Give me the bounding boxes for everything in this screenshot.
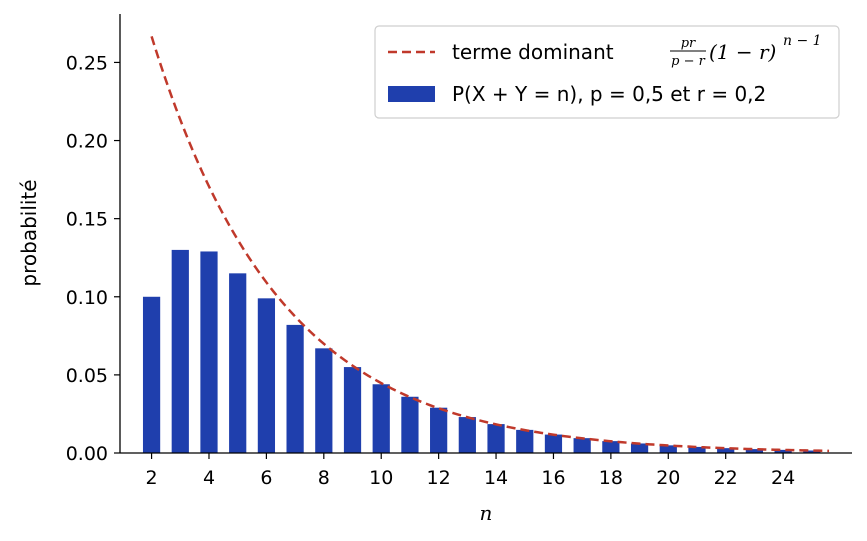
y-tick-label: 0.05 [66, 365, 108, 387]
legend-frac-numerator: pr [681, 36, 696, 51]
legend-bar-label: P(X + Y = n), p = 0,5 et r = 0,2 [452, 82, 766, 106]
legend-frac-denominator: p − r [671, 54, 705, 69]
x-axis-label: n [480, 501, 493, 525]
bar-n-16 [544, 434, 563, 453]
bar-n-23 [745, 449, 764, 453]
bar-n-22 [717, 448, 735, 453]
y-tick-label: 0.00 [66, 443, 108, 465]
x-tick-label: 4 [203, 467, 215, 489]
y-axis-label: probabilité [17, 179, 41, 286]
bar-n-15 [516, 429, 534, 453]
bar-n-4 [200, 251, 218, 453]
x-tick-label: 14 [484, 467, 508, 489]
bar-n-2 [142, 296, 161, 453]
legend-line-exponent: n − 1 [783, 33, 822, 49]
dominant-term-curve [150, 36, 830, 453]
bar-n-12 [430, 407, 448, 453]
bar-n-9 [343, 367, 362, 453]
bar-n-8 [315, 348, 333, 453]
bar-n-10 [372, 384, 390, 453]
legend: terme dominant pr p − r (1 − r) n − 1 P(… [374, 25, 840, 119]
y-tick-label: 0.20 [66, 131, 108, 153]
x-tick-label: 20 [656, 467, 680, 489]
x-tick-label: 2 [146, 467, 158, 489]
y-tick-label: 0.25 [66, 52, 108, 74]
bar-n-7 [286, 324, 304, 453]
bar-n-18 [602, 441, 620, 453]
x-tick-label: 10 [369, 467, 393, 489]
y-tick-label: 0.10 [66, 287, 108, 309]
bar-n-6 [257, 298, 276, 453]
x-tick-label: 6 [260, 467, 272, 489]
x-tick-label: 22 [714, 467, 738, 489]
y-ticks: 0.00 0.05 0.10 0.15 0.20 0.25 [66, 52, 120, 465]
bar-n-20 [659, 445, 677, 453]
bar-n-17 [573, 438, 591, 453]
bar-n-24 [774, 449, 792, 453]
bar-n-14 [487, 424, 505, 453]
x-tick-label: 16 [541, 467, 565, 489]
bar-n-13 [458, 417, 476, 453]
bar-n-19 [630, 443, 649, 453]
bar-n-5 [229, 273, 247, 453]
x-tick-label: 24 [771, 467, 795, 489]
x-ticks: 2 4 6 8 10 12 14 16 18 20 22 24 [146, 453, 795, 489]
bar-n-25 [803, 450, 821, 453]
y-tick-label: 0.15 [66, 209, 108, 231]
bar-n-21 [688, 446, 706, 453]
bar-n-3 [171, 249, 189, 453]
x-tick-label: 18 [599, 467, 623, 489]
legend-bar-swatch [388, 86, 435, 102]
legend-box [374, 25, 840, 119]
x-tick-label: 12 [427, 467, 451, 489]
legend-line-tail: (1 − r) [709, 40, 776, 64]
bar-series [142, 249, 821, 453]
legend-line-prefix: terme dominant [452, 40, 614, 64]
x-tick-label: 8 [318, 467, 330, 489]
bar-n-11 [401, 396, 419, 453]
